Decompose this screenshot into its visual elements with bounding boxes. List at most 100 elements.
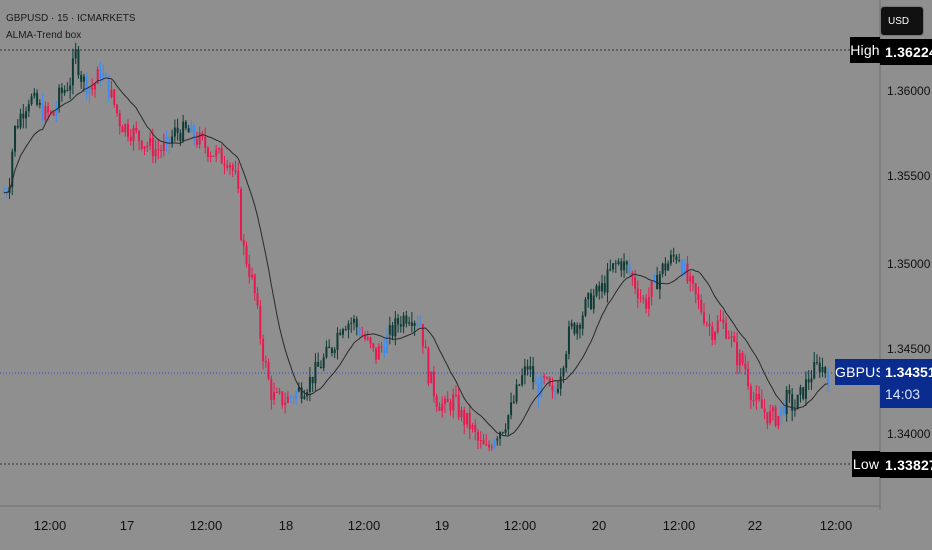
candle-body	[554, 390, 557, 393]
candle-body	[330, 348, 333, 354]
candle-body	[620, 261, 623, 271]
candle-body	[58, 87, 61, 109]
candle-body	[206, 147, 209, 158]
candle-body	[405, 315, 408, 324]
candle-body	[275, 392, 278, 394]
candle-body	[358, 327, 361, 336]
candle-body	[609, 269, 612, 271]
candle-body	[162, 143, 165, 151]
candle-body	[432, 371, 435, 397]
candle-body	[493, 440, 496, 449]
candle-body	[16, 125, 19, 128]
candle-body	[339, 332, 342, 335]
candle-body	[592, 295, 595, 309]
candle-body	[540, 376, 543, 398]
candle-body	[645, 298, 648, 309]
candle-body	[526, 366, 529, 370]
candle-body	[195, 139, 198, 145]
candle-body	[650, 281, 653, 297]
candle-body	[430, 371, 433, 384]
candle-body	[496, 438, 499, 441]
candle-body	[160, 150, 163, 152]
candle-body	[319, 366, 322, 369]
candle-body	[479, 439, 482, 441]
candle-body	[49, 111, 52, 113]
candle-body	[507, 415, 510, 430]
candle-body	[578, 325, 581, 329]
candle-body	[421, 323, 424, 347]
candle-body	[653, 275, 656, 282]
candle-body	[289, 396, 292, 398]
candle-body	[716, 320, 719, 333]
candle-body	[311, 376, 314, 384]
candle-body	[452, 394, 455, 411]
candle-body	[308, 376, 311, 393]
candle-body	[209, 155, 212, 158]
candle-body	[576, 325, 579, 334]
candle-body	[104, 73, 107, 76]
candle-body	[140, 140, 143, 149]
price-tick: 1.35000	[887, 257, 931, 271]
candle-body	[212, 155, 215, 157]
candle-body	[647, 296, 650, 309]
candle-body	[774, 407, 777, 426]
candle-body	[113, 89, 116, 105]
candle-body	[515, 384, 518, 402]
candle-body	[744, 363, 747, 369]
candle-body	[372, 343, 375, 348]
price-tick: 1.35500	[887, 169, 931, 183]
candle-body	[719, 319, 722, 321]
candle-body	[543, 376, 546, 378]
candle-body	[383, 347, 386, 353]
candle-body	[722, 319, 725, 323]
candle-body	[264, 360, 267, 363]
candle-body	[760, 399, 763, 409]
candle-body	[424, 346, 427, 349]
candle-body	[752, 400, 755, 402]
candle-body	[41, 102, 44, 121]
low-price-tag: 1.33827	[880, 452, 932, 478]
candle-body	[562, 367, 565, 377]
bar-countdown: 14:03	[885, 386, 921, 402]
candle-body	[253, 274, 256, 294]
time-tick: 12:00	[504, 518, 537, 533]
candle-body	[135, 128, 138, 131]
candle-body	[366, 337, 369, 339]
candle-body	[683, 263, 686, 275]
candle-body	[598, 285, 601, 292]
candle-body	[375, 347, 378, 360]
candle-body	[132, 128, 135, 142]
candle-body	[333, 349, 336, 354]
candle-body	[262, 338, 265, 361]
candle-body	[110, 89, 113, 98]
candle-body	[118, 112, 121, 127]
candle-body	[300, 387, 303, 399]
candle-body	[278, 391, 281, 393]
candle-body	[99, 69, 102, 79]
candle-body	[815, 361, 818, 363]
symbol-legend[interactable]: GBPUSD · 15 · ICMARKETS	[6, 13, 136, 24]
candle-body	[443, 398, 446, 404]
candle-body	[176, 127, 179, 134]
candle-body	[474, 425, 477, 432]
candle-body	[22, 113, 25, 119]
currency-button[interactable]: USD	[880, 6, 924, 36]
candle-body	[771, 407, 774, 412]
candle-body	[821, 366, 824, 373]
candle-body	[281, 391, 284, 405]
candle-body	[259, 305, 262, 339]
candle-body	[785, 389, 788, 415]
candle-body	[672, 254, 675, 257]
time-tick: 22	[748, 518, 762, 533]
candle-body	[74, 49, 77, 59]
candle-body	[47, 106, 50, 113]
candle-body	[813, 361, 816, 379]
candle-body	[14, 125, 17, 152]
candle-body	[399, 324, 402, 327]
candle-body	[741, 353, 744, 364]
candle-body	[77, 49, 80, 76]
candle-body	[85, 76, 88, 95]
candle-body	[93, 83, 96, 90]
indicator-legend[interactable]: ALMA-Trend box	[6, 30, 82, 41]
